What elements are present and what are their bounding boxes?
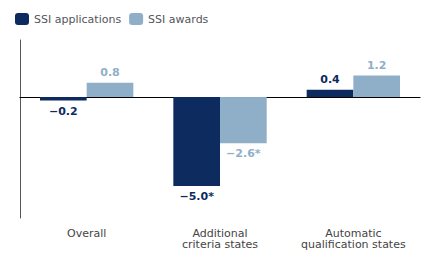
svg-text:criteria states: criteria states: [182, 238, 258, 251]
svg-text:−0.2: −0.2: [49, 105, 78, 118]
svg-text:SSI applications: SSI applications: [34, 13, 121, 26]
svg-text:0.4: 0.4: [320, 73, 340, 86]
svg-text:−2.6*: −2.6*: [226, 147, 261, 160]
svg-text:qualification states: qualification states: [301, 238, 406, 251]
svg-text:SSI awards: SSI awards: [148, 13, 208, 26]
svg-text:−5.0*: −5.0*: [179, 190, 214, 203]
svg-text:0.8: 0.8: [100, 66, 120, 79]
svg-text:Additional: Additional: [192, 227, 248, 240]
svg-text:Automatic: Automatic: [325, 227, 382, 240]
svg-text:1.2: 1.2: [367, 59, 387, 72]
svg-text:Overall: Overall: [67, 227, 106, 240]
